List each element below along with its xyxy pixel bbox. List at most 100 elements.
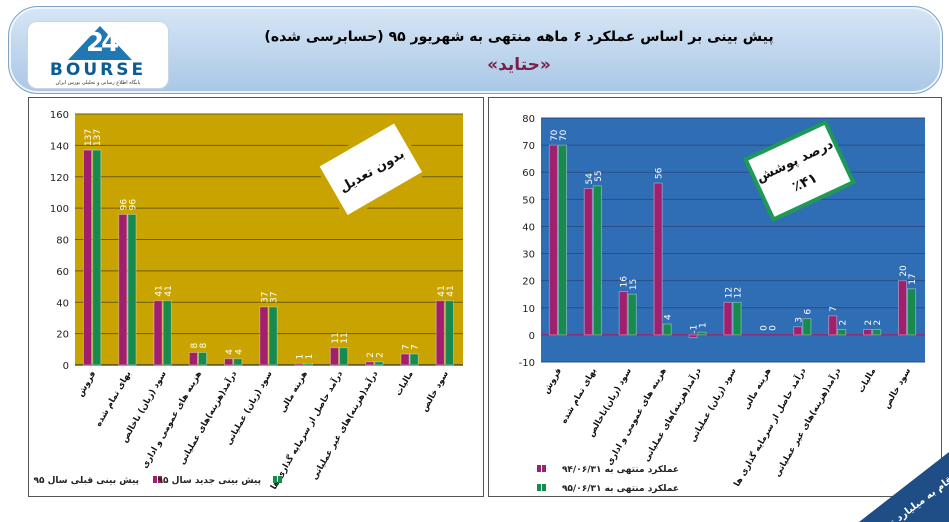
y-tick-label: 50 bbox=[522, 195, 535, 206]
bar bbox=[224, 358, 234, 366]
y-tick-label: 80 bbox=[522, 114, 535, 125]
bar bbox=[723, 301, 733, 336]
logo-triangle-icon bbox=[68, 26, 132, 60]
bar bbox=[732, 301, 742, 336]
bar bbox=[697, 331, 707, 336]
y-tick-label: 0 bbox=[529, 331, 535, 342]
data-label: 137 bbox=[84, 129, 94, 146]
data-label: 8 bbox=[190, 342, 200, 348]
data-label: 96 bbox=[119, 199, 129, 211]
header-banner: 24 BOURSE پایگاه اطلاع رسانی و تحلیلی بو… bbox=[8, 6, 943, 94]
data-label: 2 bbox=[873, 320, 883, 326]
legend-swatch bbox=[537, 484, 541, 491]
badge-box bbox=[742, 119, 856, 223]
y-tick-label: 40 bbox=[56, 298, 69, 309]
bar bbox=[294, 362, 304, 366]
y-tick-label: 120 bbox=[50, 173, 69, 184]
data-label: 16 bbox=[620, 276, 630, 288]
bar bbox=[197, 351, 208, 366]
bourse24-logo[interactable]: 24 BOURSE پایگاه اطلاع رسانی و تحلیلی بو… bbox=[27, 21, 169, 89]
data-label: 4 bbox=[234, 349, 244, 355]
bar bbox=[118, 213, 128, 366]
x-tick-label: بهای تمام شده bbox=[94, 370, 134, 429]
bar bbox=[259, 306, 269, 366]
logo-wordmark: BOURSE bbox=[49, 60, 147, 80]
bar bbox=[127, 213, 137, 366]
bar bbox=[435, 300, 445, 366]
x-tick-label: درآمد(هزینه)های غیر عملیاتی bbox=[308, 368, 381, 482]
bar bbox=[557, 144, 568, 336]
bar bbox=[365, 361, 375, 366]
legend-swatch bbox=[153, 476, 157, 483]
legend-swatch bbox=[158, 476, 162, 483]
data-label: 70 bbox=[550, 129, 560, 141]
bar bbox=[339, 347, 349, 366]
unit-label-ribbon: ارقام به میلیارد تومان bbox=[859, 452, 949, 522]
x-tick-label: بهای تمام شده bbox=[559, 367, 599, 426]
x-tick-label: هزینه مالی bbox=[742, 366, 774, 411]
legend-label: پیش بینی قبلی سال ۹۵ bbox=[33, 476, 139, 486]
y-tick-label: 20 bbox=[522, 277, 535, 288]
y-tick-label: 160 bbox=[50, 110, 69, 121]
data-label: 12 bbox=[724, 287, 734, 298]
y-tick-label: 30 bbox=[522, 250, 535, 261]
x-tick-label: درآمد حاصل از سرمایه گذاری ها bbox=[267, 368, 345, 492]
x-tick-label: مالیات bbox=[856, 367, 878, 395]
bar bbox=[444, 300, 455, 366]
y-tick-label: 0 bbox=[63, 361, 69, 372]
bar bbox=[837, 328, 847, 336]
bar bbox=[303, 362, 313, 366]
data-label: 2 bbox=[864, 320, 874, 326]
data-label: 11 bbox=[331, 332, 341, 343]
bar bbox=[188, 351, 198, 366]
data-label: 20 bbox=[899, 265, 909, 277]
data-label: 1 bbox=[305, 354, 315, 360]
bar bbox=[688, 334, 698, 339]
x-tick-label: درآمد(هزینه)های عملیاتی bbox=[640, 365, 704, 464]
data-label: 11 bbox=[340, 332, 350, 343]
y-tick-label: 10 bbox=[522, 304, 535, 315]
left-chart-panel: 0 20 40 60 80 100 120 140 160 137 137 فروش 96 96 بهای … bbox=[28, 97, 484, 497]
y-tick-label: 20 bbox=[56, 330, 69, 341]
y-tick-label: 100 bbox=[50, 204, 69, 215]
data-label: 4 bbox=[664, 314, 674, 320]
legend-swatch bbox=[542, 465, 546, 472]
x-tick-label: سود خالص bbox=[420, 370, 451, 414]
data-label: 37 bbox=[270, 292, 280, 303]
data-label: 7 bbox=[829, 306, 839, 312]
legend-swatch bbox=[542, 484, 546, 491]
y-tick-label: -10 bbox=[519, 358, 535, 369]
x-tick-label: هزینه مالی bbox=[278, 369, 310, 414]
bar bbox=[409, 353, 419, 366]
legend-label: پیش بینی جدید سال ۹۵ bbox=[158, 476, 261, 486]
data-label: 4 bbox=[225, 349, 235, 355]
company-name: «حتاید» bbox=[487, 55, 551, 75]
bar bbox=[548, 144, 558, 336]
bar bbox=[863, 328, 873, 336]
bar bbox=[793, 326, 803, 336]
data-label: 3 bbox=[794, 317, 804, 323]
page-title: پیش بینی بر اساس عملکرد ۶ ماهه منتهی به … bbox=[264, 29, 774, 45]
legend-label: عملکرد منتهی به ۹۵/۰۶/۳۱ bbox=[562, 484, 679, 494]
bar bbox=[329, 347, 340, 366]
data-label: 41 bbox=[164, 285, 174, 296]
data-label: 2 bbox=[375, 352, 385, 358]
x-tick-label: هزینه های عمومی و اداری bbox=[140, 369, 204, 470]
bar bbox=[592, 185, 602, 336]
data-label: 70 bbox=[559, 129, 569, 141]
logo-number: 24 bbox=[86, 28, 119, 58]
right-chart-panel: -10 0 10 20 30 40 50 60 70 80 70 70 فروش 54 55 بهای تما… bbox=[488, 97, 942, 497]
bar bbox=[897, 280, 908, 336]
x-tick-label: هزینه های عمومی و اداری bbox=[605, 366, 669, 467]
data-label: 41 bbox=[155, 285, 165, 296]
x-tick-label: درآمد(هزینه)های عملیاتی bbox=[176, 368, 240, 467]
bar bbox=[268, 306, 278, 366]
data-label: 12 bbox=[734, 287, 744, 298]
bar bbox=[802, 318, 812, 336]
bar bbox=[92, 149, 102, 366]
data-label: 0 bbox=[768, 325, 778, 331]
legend-swatch bbox=[278, 476, 282, 483]
no-adjustment-badge: بدون تعدیل bbox=[314, 118, 428, 221]
